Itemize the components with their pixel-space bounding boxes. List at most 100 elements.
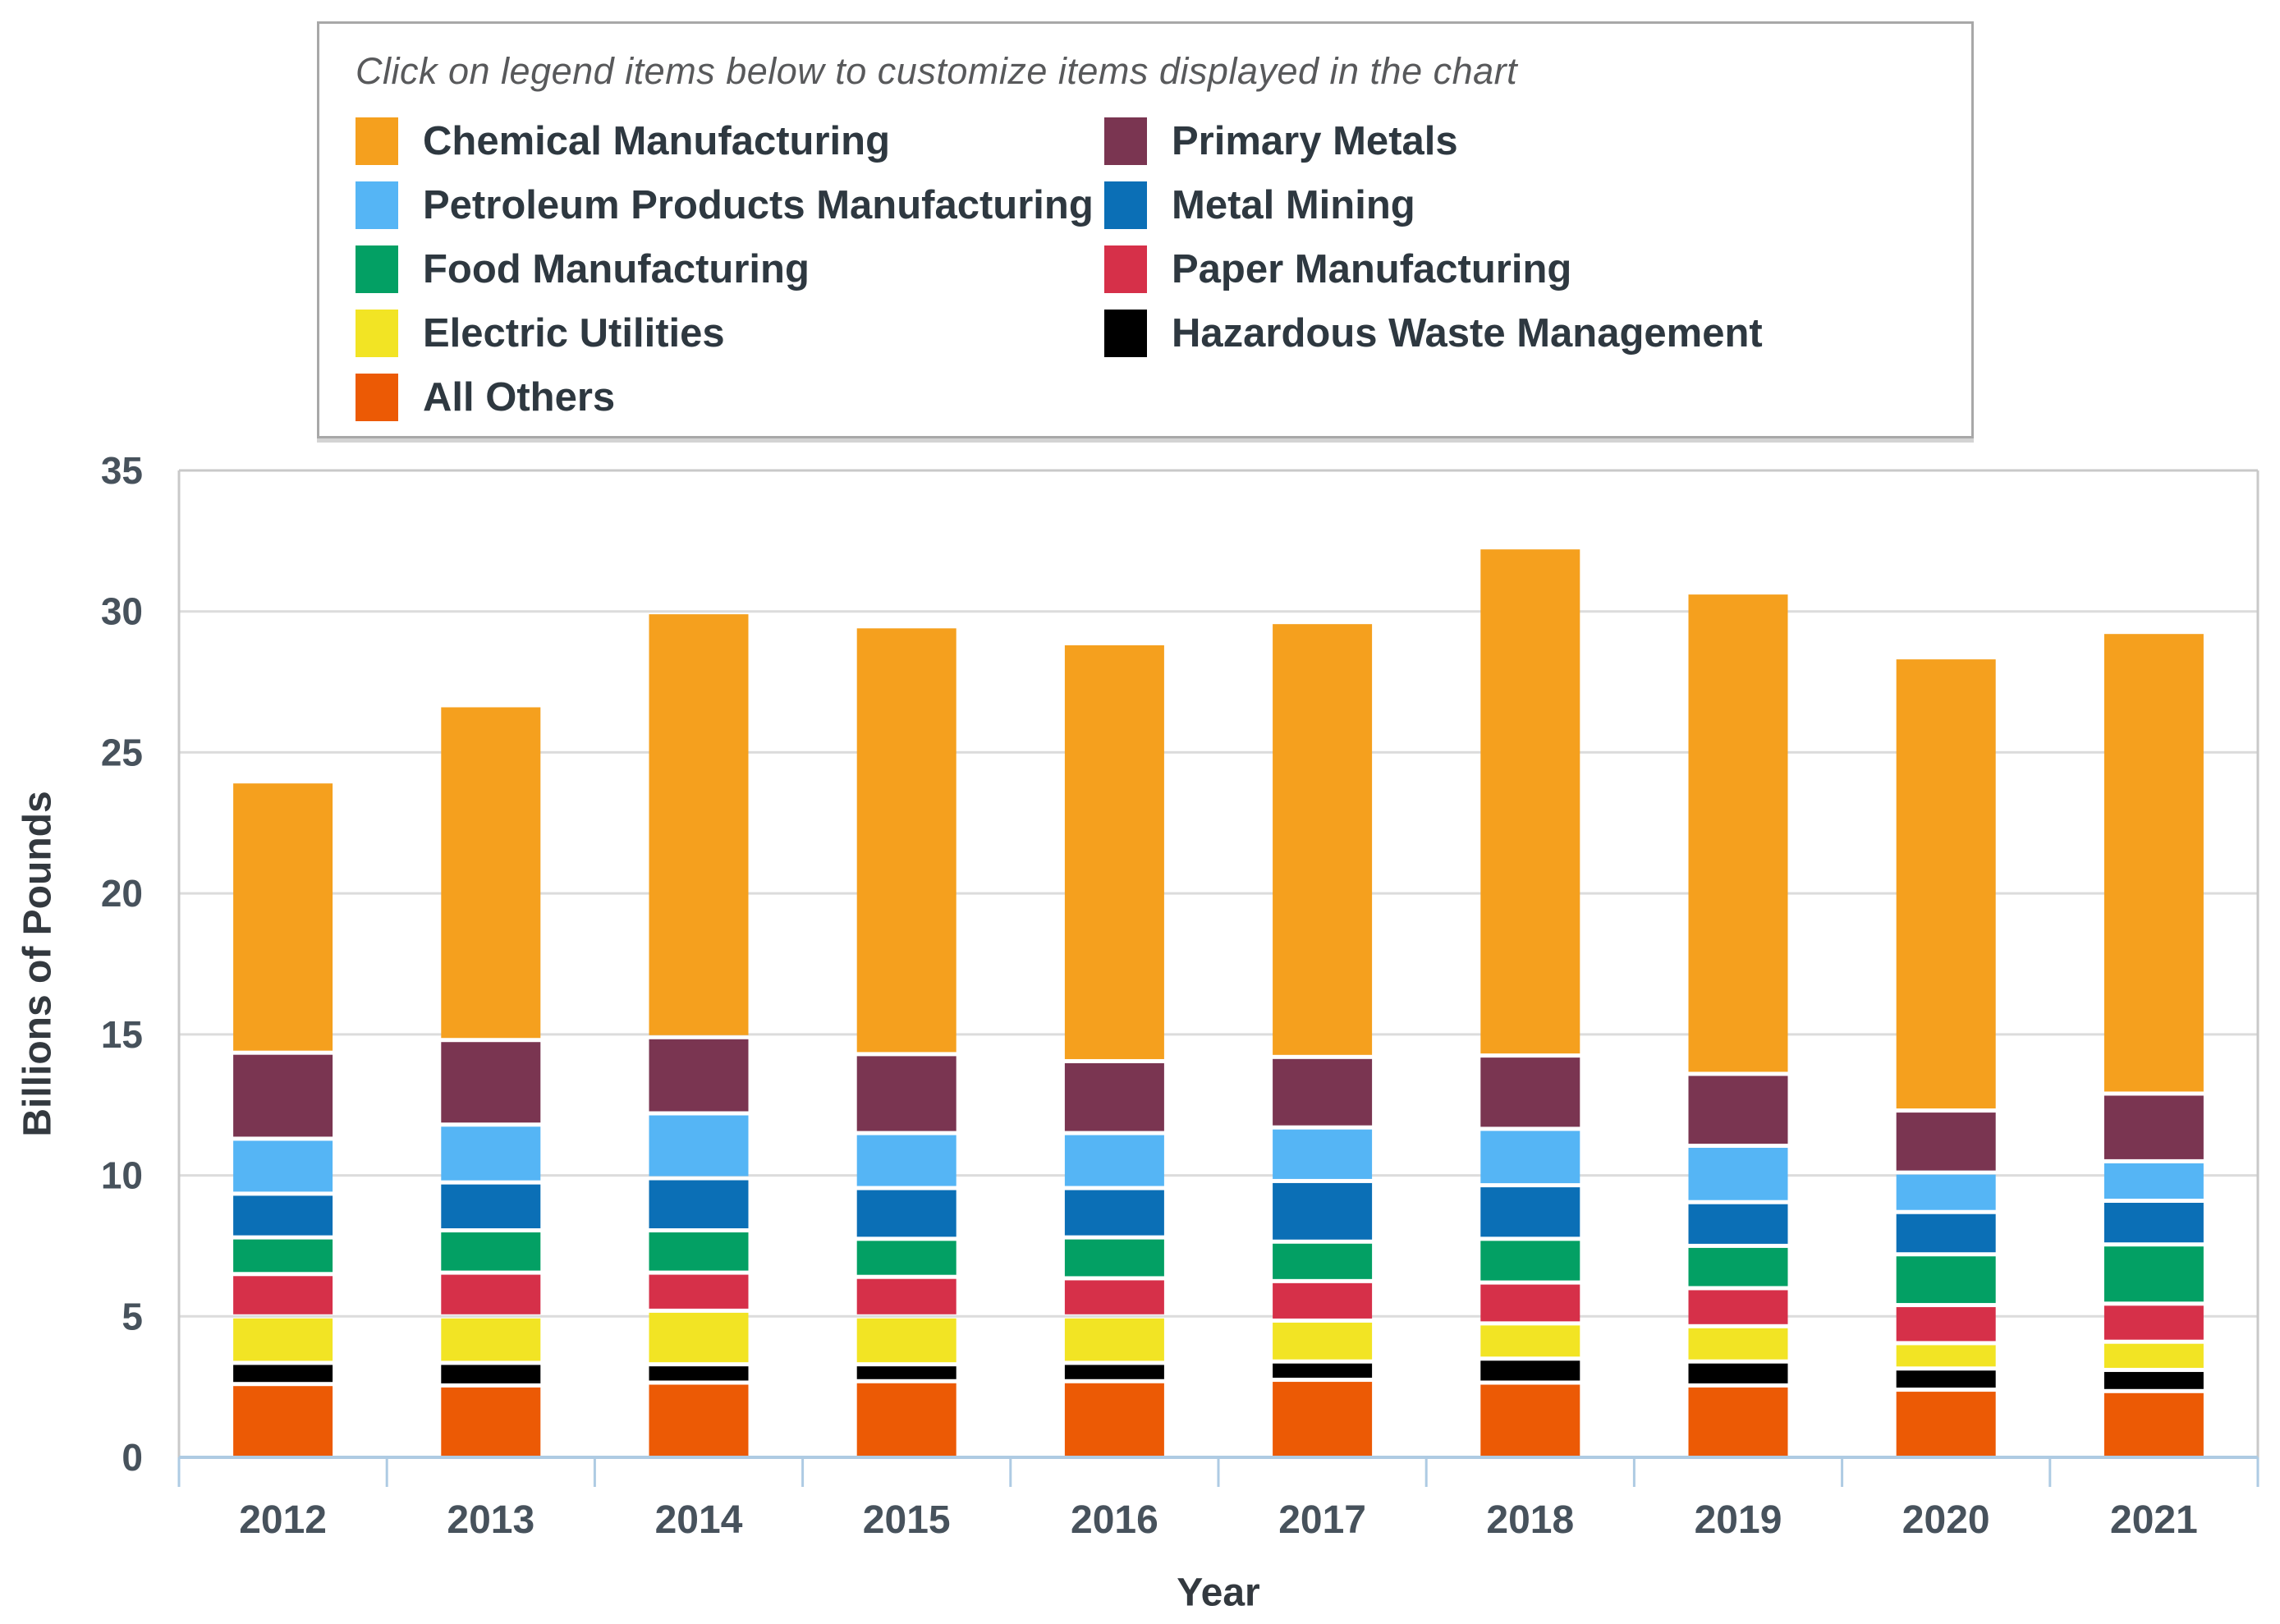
bar-segment-metal_mining-2020: [1896, 1213, 1996, 1253]
bar-segment-all_others-2012: [233, 1386, 333, 1457]
bar-segment-petroleum-2014: [649, 1115, 749, 1177]
bar-segment-primary_metals-2018: [1480, 1057, 1580, 1127]
legend-items-container: Chemical Manufacturing Petroleum Products…: [356, 109, 1935, 429]
bar-segment-hazardous-2016: [1064, 1365, 1164, 1379]
y-tick-label-5: 5: [122, 1295, 143, 1337]
bar-segment-chemical-2014: [649, 614, 749, 1035]
legend-item-hazardous[interactable]: Hazardous Waste Management: [1104, 301, 1763, 365]
bar-segment-paper-2019: [1688, 1290, 1788, 1324]
legend-label-paper: Paper Manufacturing: [1172, 247, 1572, 291]
bar-segment-chemical-2017: [1273, 624, 1373, 1055]
bar-segment-metal_mining-2012: [233, 1195, 333, 1236]
legend-item-electric[interactable]: Electric Utilities: [356, 301, 1104, 365]
legend-label-hazardous: Hazardous Waste Management: [1172, 311, 1763, 356]
bar-segment-paper-2015: [856, 1278, 956, 1314]
legend-label-metal_mining: Metal Mining: [1172, 183, 1415, 227]
bar-segment-hazardous-2020: [1896, 1370, 1996, 1388]
legend-item-petroleum[interactable]: Petroleum Products Manufacturing: [356, 173, 1104, 237]
legend-label-primary_metals: Primary Metals: [1172, 119, 1458, 163]
bar-segment-metal_mining-2019: [1688, 1204, 1788, 1244]
metal_mining-swatch-icon: [1104, 181, 1147, 229]
legend-item-chemical[interactable]: Chemical Manufacturing: [356, 109, 1104, 173]
bar-segment-primary_metals-2021: [2103, 1095, 2204, 1159]
bar-segment-metal_mining-2015: [856, 1190, 956, 1237]
bar-segment-chemical-2020: [1896, 659, 1996, 1109]
bar-segment-petroleum-2013: [441, 1126, 541, 1181]
bar-segment-electric-2012: [233, 1318, 333, 1361]
legend-item-all_others[interactable]: All Others: [356, 365, 1104, 429]
food-swatch-icon: [356, 245, 398, 293]
bar-segment-food-2019: [1688, 1247, 1788, 1287]
bar-segment-primary_metals-2015: [856, 1056, 956, 1131]
bar-segment-all_others-2021: [2103, 1392, 2204, 1457]
bar-segment-food-2015: [856, 1241, 956, 1275]
x-tick-label-2015: 2015: [863, 1498, 951, 1542]
y-tick-label-15: 15: [101, 1013, 143, 1056]
bar-segment-electric-2018: [1480, 1325, 1580, 1357]
legend-label-chemical: Chemical Manufacturing: [423, 119, 891, 163]
petroleum-swatch-icon: [356, 181, 398, 229]
y-tick-label-25: 25: [101, 731, 143, 773]
x-tick-label-2019: 2019: [1695, 1498, 1782, 1542]
bar-segment-chemical-2016: [1064, 645, 1164, 1059]
bar-segment-electric-2017: [1273, 1322, 1373, 1360]
bar-segment-hazardous-2017: [1273, 1363, 1373, 1379]
bar-segment-paper-2014: [649, 1274, 749, 1309]
x-tick-label-2014: 2014: [655, 1498, 743, 1542]
bar-segment-all_others-2013: [441, 1387, 541, 1457]
bar-segment-electric-2014: [649, 1312, 749, 1363]
bar-segment-electric-2019: [1688, 1328, 1788, 1360]
bar-segment-electric-2015: [856, 1318, 956, 1363]
y-tick-label-0: 0: [122, 1436, 143, 1479]
legend-label-electric: Electric Utilities: [423, 311, 725, 356]
bar-segment-hazardous-2021: [2103, 1372, 2204, 1389]
x-axis-title: Year: [1177, 1571, 1260, 1615]
bar-segment-hazardous-2018: [1480, 1360, 1580, 1381]
legend-column: Primary Metals Metal Mining Paper Manufact…: [1104, 109, 1763, 429]
bar-segment-food-2013: [441, 1232, 541, 1271]
y-tick-label-10: 10: [101, 1154, 143, 1197]
legend-item-food[interactable]: Food Manufacturing: [356, 237, 1104, 301]
bar-segment-all_others-2015: [856, 1383, 956, 1457]
bar-segment-petroleum-2016: [1064, 1135, 1164, 1186]
x-tick-label-2013: 2013: [447, 1498, 534, 1542]
bar-segment-paper-2018: [1480, 1284, 1580, 1322]
bar-segment-chemical-2018: [1480, 549, 1580, 1054]
primary_metals-swatch-icon: [1104, 117, 1147, 165]
y-tick-label-20: 20: [101, 872, 143, 915]
hazardous-swatch-icon: [1104, 310, 1147, 357]
bar-segment-electric-2021: [2103, 1343, 2204, 1369]
bar-segment-food-2021: [2103, 1246, 2204, 1302]
bar-segment-electric-2013: [441, 1318, 541, 1361]
bar-segment-paper-2012: [233, 1276, 333, 1314]
bar-segment-primary_metals-2020: [1896, 1112, 1996, 1171]
bar-segment-food-2014: [649, 1232, 749, 1271]
chemical-swatch-icon: [356, 117, 398, 165]
bar-segment-petroleum-2020: [1896, 1174, 1996, 1210]
bar-segment-paper-2020: [1896, 1307, 1996, 1342]
bar-segment-paper-2017: [1273, 1282, 1373, 1319]
bar-segment-primary_metals-2012: [233, 1054, 333, 1137]
legend-item-paper[interactable]: Paper Manufacturing: [1104, 237, 1763, 301]
bar-segment-chemical-2012: [233, 783, 333, 1051]
legend-label-petroleum: Petroleum Products Manufacturing: [423, 183, 1094, 227]
x-tick-label-2017: 2017: [1278, 1498, 1366, 1542]
legend-column: Chemical Manufacturing Petroleum Products…: [356, 109, 1104, 429]
bar-segment-hazardous-2013: [441, 1365, 541, 1383]
x-tick-label-2020: 2020: [1902, 1498, 1990, 1542]
bar-segment-metal_mining-2014: [649, 1180, 749, 1229]
x-tick-label-2018: 2018: [1486, 1498, 1574, 1542]
legend-item-metal_mining[interactable]: Metal Mining: [1104, 173, 1763, 237]
legend-item-primary_metals[interactable]: Primary Metals: [1104, 109, 1763, 173]
bar-segment-chemical-2015: [856, 628, 956, 1053]
bar-segment-petroleum-2021: [2103, 1163, 2204, 1199]
bar-segment-petroleum-2017: [1273, 1129, 1373, 1179]
all_others-swatch-icon: [356, 374, 398, 421]
bar-segment-petroleum-2012: [233, 1140, 333, 1192]
paper-swatch-icon: [1104, 245, 1147, 293]
bar-segment-primary_metals-2013: [441, 1042, 541, 1123]
bar-segment-food-2016: [1064, 1239, 1164, 1277]
bar-segment-hazardous-2019: [1688, 1363, 1788, 1383]
